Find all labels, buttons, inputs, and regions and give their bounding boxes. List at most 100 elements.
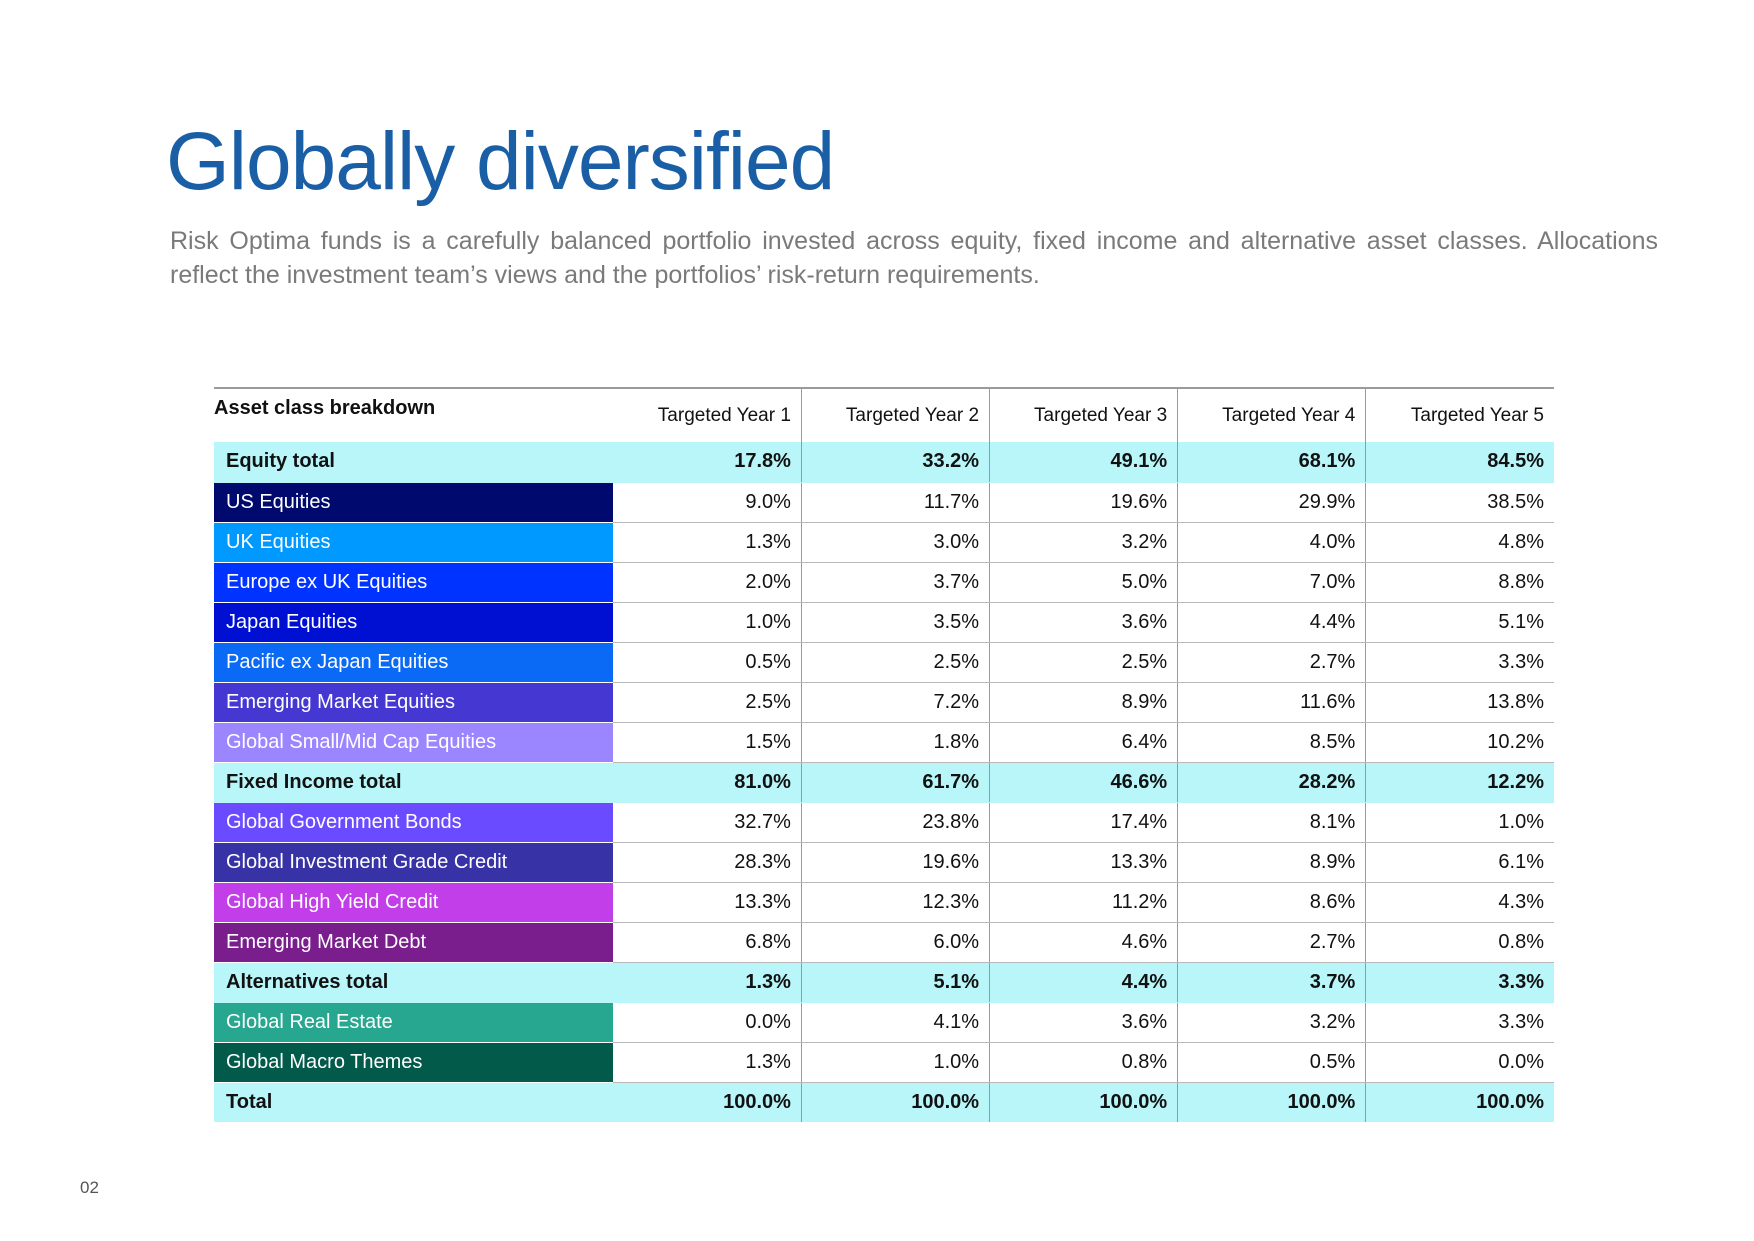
allocation-value-year-3: 5.0%	[989, 562, 1178, 603]
table-row: US Equities 9.0% 11.7% 19.6% 29.9% 38.5%	[214, 482, 1554, 523]
allocation-value-year-3: 4.4%	[989, 962, 1178, 1003]
allocation-value-year-2: 23.8%	[800, 802, 990, 843]
table-header-year-2: Targeted Year 2	[800, 387, 990, 442]
asset-class-label: Global Small/Mid Cap Equities	[214, 722, 614, 763]
allocation-value-year-3: 3.2%	[989, 522, 1178, 563]
allocation-value-year-2: 19.6%	[800, 842, 990, 883]
table-row: Global Small/Mid Cap Equities 1.5% 1.8% 6.4…	[214, 722, 1554, 763]
allocation-value-year-4: 2.7%	[1177, 922, 1366, 963]
allocation-value-year-2: 11.7%	[800, 482, 990, 523]
allocation-value-year-3: 49.1%	[989, 442, 1178, 483]
allocation-value-year-5: 100.0%	[1365, 1082, 1554, 1122]
allocation-value-year-1: 32.7%	[613, 802, 802, 843]
asset-class-label: Global Investment Grade Credit	[214, 842, 614, 883]
table-row: UK Equities 1.3% 3.0% 3.2% 4.0% 4.8%	[214, 522, 1554, 563]
asset-allocation-table: Asset class breakdown Targeted Year 1 Ta…	[214, 387, 1554, 1122]
allocation-value-year-5: 84.5%	[1365, 442, 1554, 483]
allocation-value-year-2: 61.7%	[800, 762, 990, 803]
allocation-value-year-4: 8.9%	[1177, 842, 1366, 883]
asset-class-label: Emerging Market Equities	[214, 682, 614, 723]
allocation-value-year-2: 3.5%	[800, 602, 990, 643]
allocation-value-year-1: 81.0%	[613, 762, 802, 803]
allocation-value-year-1: 6.8%	[613, 922, 802, 963]
allocation-value-year-5: 3.3%	[1365, 642, 1554, 683]
table-total-row: Fixed Income total 81.0% 61.7% 46.6% 28.2% 12…	[214, 762, 1554, 803]
allocation-value-year-5: 3.3%	[1365, 962, 1554, 1003]
allocation-value-year-3: 11.2%	[989, 882, 1178, 923]
allocation-value-year-1: 1.0%	[613, 602, 802, 643]
allocation-value-year-4: 11.6%	[1177, 682, 1366, 723]
allocation-value-year-1: 0.0%	[613, 1002, 802, 1043]
allocation-value-year-3: 100.0%	[989, 1082, 1178, 1122]
allocation-value-year-4: 68.1%	[1177, 442, 1366, 483]
allocation-value-year-1: 13.3%	[613, 882, 802, 923]
allocation-value-year-5: 10.2%	[1365, 722, 1554, 763]
asset-allocation-table-container: Asset class breakdown Targeted Year 1 Ta…	[214, 387, 1554, 1122]
asset-class-label: Japan Equities	[214, 602, 614, 643]
allocation-value-year-4: 8.1%	[1177, 802, 1366, 843]
allocation-value-year-5: 4.8%	[1365, 522, 1554, 563]
allocation-value-year-4: 29.9%	[1177, 482, 1366, 523]
allocation-value-year-4: 3.7%	[1177, 962, 1366, 1003]
allocation-value-year-5: 5.1%	[1365, 602, 1554, 643]
table-row: Emerging Market Equities 2.5% 7.2% 8.9% 11.6…	[214, 682, 1554, 723]
allocation-value-year-5: 8.8%	[1365, 562, 1554, 603]
allocation-value-year-1: 2.0%	[613, 562, 802, 603]
allocation-value-year-3: 46.6%	[989, 762, 1178, 803]
allocation-value-year-2: 2.5%	[800, 642, 990, 683]
intro-paragraph: Risk Optima funds is a carefully balance…	[170, 227, 1658, 289]
table-row: Global High Yield Credit 13.3% 12.3% 11.2% 8…	[214, 882, 1554, 923]
table-header-year-4: Targeted Year 4	[1177, 387, 1366, 442]
allocation-value-year-5: 12.2%	[1365, 762, 1554, 803]
page-number: 02	[80, 1178, 99, 1197]
allocation-value-year-2: 33.2%	[800, 442, 990, 483]
allocation-value-year-2: 7.2%	[800, 682, 990, 723]
allocation-value-year-5: 13.8%	[1365, 682, 1554, 723]
asset-class-label: Equity total	[214, 442, 614, 483]
allocation-value-year-5: 38.5%	[1365, 482, 1554, 523]
allocation-value-year-2: 1.0%	[800, 1042, 990, 1083]
allocation-value-year-3: 3.6%	[989, 602, 1178, 643]
allocation-value-year-5: 3.3%	[1365, 1002, 1554, 1043]
allocation-value-year-3: 19.6%	[989, 482, 1178, 523]
table-header-year-1: Targeted Year 1	[613, 387, 802, 442]
allocation-value-year-1: 1.3%	[613, 1042, 802, 1083]
allocation-value-year-2: 3.0%	[800, 522, 990, 563]
table-header-year-3: Targeted Year 3	[989, 387, 1178, 442]
allocation-value-year-1: 100.0%	[613, 1082, 802, 1122]
allocation-value-year-4: 3.2%	[1177, 1002, 1366, 1043]
allocation-value-year-2: 5.1%	[800, 962, 990, 1003]
allocation-value-year-3: 3.6%	[989, 1002, 1178, 1043]
table-row: Global Macro Themes 1.3% 1.0% 0.8% 0.5% 0.0%	[214, 1042, 1554, 1083]
page-title: Globally diversified	[166, 116, 835, 207]
asset-class-label: Alternatives total	[214, 962, 614, 1003]
asset-class-label: Fixed Income total	[214, 762, 614, 803]
table-row: Japan Equities 1.0% 3.5% 3.6% 4.4% 5.1%	[214, 602, 1554, 643]
asset-class-label: Europe ex UK Equities	[214, 562, 614, 603]
allocation-value-year-4: 7.0%	[1177, 562, 1366, 603]
allocation-value-year-1: 1.5%	[613, 722, 802, 763]
allocation-value-year-3: 6.4%	[989, 722, 1178, 763]
allocation-value-year-2: 3.7%	[800, 562, 990, 603]
table-header-label: Asset class breakdown	[214, 387, 614, 442]
allocation-value-year-2: 1.8%	[800, 722, 990, 763]
asset-class-label: Emerging Market Debt	[214, 922, 614, 963]
allocation-value-year-1: 0.5%	[613, 642, 802, 683]
allocation-value-year-3: 0.8%	[989, 1042, 1178, 1083]
table-row: Global Investment Grade Credit 28.3% 19.6%…	[214, 842, 1554, 883]
asset-class-label: Total	[214, 1082, 614, 1122]
asset-class-label: Global High Yield Credit	[214, 882, 614, 923]
table-row: Pacific ex Japan Equities 0.5% 2.5% 2.5% 2.7…	[214, 642, 1554, 683]
allocation-value-year-1: 17.8%	[613, 442, 802, 483]
allocation-value-year-4: 28.2%	[1177, 762, 1366, 803]
allocation-value-year-1: 1.3%	[613, 522, 802, 563]
table-row: Global Real Estate 0.0% 4.1% 3.6% 3.2% 3.3%	[214, 1002, 1554, 1043]
allocation-value-year-4: 100.0%	[1177, 1082, 1366, 1122]
allocation-value-year-3: 8.9%	[989, 682, 1178, 723]
asset-class-label: UK Equities	[214, 522, 614, 563]
allocation-value-year-3: 13.3%	[989, 842, 1178, 883]
table-header-year-5: Targeted Year 5	[1365, 387, 1554, 442]
allocation-value-year-2: 100.0%	[800, 1082, 990, 1122]
allocation-value-year-1: 2.5%	[613, 682, 802, 723]
allocation-value-year-3: 4.6%	[989, 922, 1178, 963]
